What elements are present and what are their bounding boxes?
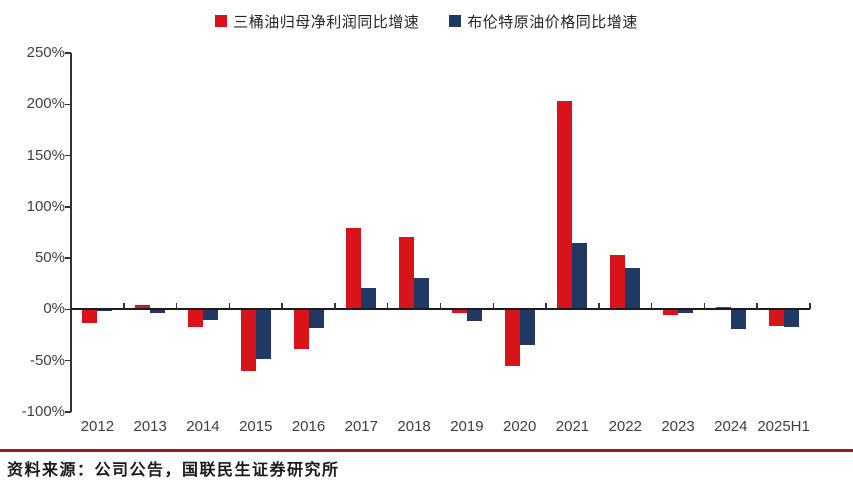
x-boundary-tick bbox=[650, 303, 653, 310]
bar-2015-series0 bbox=[240, 310, 256, 371]
x-tick-label: 2025H1 bbox=[757, 418, 810, 435]
bar-2022-series0 bbox=[610, 255, 626, 310]
x-tick-label: 2013 bbox=[133, 418, 167, 435]
legend-item-brent: 布伦特原油价格同比增速 bbox=[449, 11, 638, 32]
bar-2015-series1 bbox=[255, 310, 271, 359]
x-boundary-tick bbox=[70, 303, 72, 310]
plot-area: 250% 200% 150% 100% 50% 0% -50% -100% 2012 2013 2… bbox=[22, 44, 811, 435]
legend-swatch-blue bbox=[449, 15, 462, 27]
y-tick bbox=[65, 308, 71, 311]
bar-2024-series1 bbox=[730, 310, 746, 329]
x-tick-label: 2024 bbox=[714, 418, 748, 435]
x-tick-label: 2012 bbox=[80, 418, 115, 435]
y-tick-label: 250% bbox=[26, 44, 65, 61]
x-tick-label: 2022 bbox=[608, 418, 642, 435]
y-tick-label: -50% bbox=[29, 351, 65, 369]
x-boundary-tick bbox=[281, 303, 283, 310]
y-tick bbox=[65, 257, 71, 259]
bar-2016-series1 bbox=[308, 310, 324, 328]
bar-2019-series0 bbox=[451, 310, 467, 314]
x-boundary-tick bbox=[703, 303, 706, 310]
legend-swatch-red bbox=[215, 15, 228, 27]
x-boundary-tick bbox=[386, 303, 389, 310]
bar-2013-series1 bbox=[150, 310, 166, 314]
bar-2018-series1 bbox=[414, 277, 430, 310]
x-boundary-tick bbox=[492, 303, 495, 310]
bar-2017-series1 bbox=[361, 287, 377, 310]
x-boundary-tick bbox=[334, 303, 336, 310]
x-tick-label: 2023 bbox=[661, 418, 695, 435]
bar-2014-series0 bbox=[187, 310, 203, 327]
bar-2012-series1 bbox=[97, 310, 113, 312]
x-boundary-tick bbox=[809, 303, 811, 310]
x-boundary-tick bbox=[545, 303, 547, 310]
y-tick bbox=[65, 411, 71, 413]
x-tick-label: 2019 bbox=[450, 418, 484, 435]
legend-label-brent: 布伦特原油价格同比增速 bbox=[467, 13, 638, 31]
bar-2025H1-series1 bbox=[783, 310, 799, 327]
legend-label-net-profit: 三桶油归母净利润同比增速 bbox=[233, 13, 420, 31]
x-tick-label: 2016 bbox=[291, 418, 326, 435]
bar-2019-series1 bbox=[466, 310, 482, 321]
legend-item-net-profit: 三桶油归母净利润同比增速 bbox=[215, 11, 419, 32]
y-tick bbox=[65, 103, 71, 106]
bar-2023-series1 bbox=[678, 310, 694, 314]
bar-2021-series1 bbox=[572, 242, 588, 310]
x-boundary-tick bbox=[439, 303, 442, 310]
bar-2016-series0 bbox=[293, 310, 309, 350]
bar-2014-series1 bbox=[202, 310, 218, 320]
y-tick bbox=[65, 206, 71, 208]
bar-2023-series0 bbox=[663, 310, 679, 315]
x-tick-label: 2020 bbox=[502, 418, 537, 435]
zero-baseline bbox=[71, 308, 810, 311]
source-note: 资料来源：公司公告，国联民生证券研究所 bbox=[7, 462, 340, 479]
y-tick-label: 150% bbox=[26, 146, 65, 164]
x-tick-label: 2018 bbox=[397, 418, 431, 435]
y-tick-label: 100% bbox=[26, 197, 65, 215]
x-boundary-tick bbox=[228, 303, 231, 310]
y-tick-label: -100% bbox=[21, 403, 65, 420]
bar-2020-series1 bbox=[519, 310, 535, 346]
y-tick bbox=[65, 359, 71, 362]
x-tick-label: 2021 bbox=[555, 418, 590, 435]
y-tick bbox=[65, 52, 71, 54]
bar-2022-series1 bbox=[625, 268, 641, 310]
bar-2021-series0 bbox=[557, 101, 573, 310]
x-boundary-tick bbox=[123, 303, 125, 310]
y-tick bbox=[65, 154, 71, 157]
bar-2013-series0 bbox=[135, 305, 151, 310]
bar-2018-series0 bbox=[399, 236, 415, 310]
legend: 三桶油归母净利润同比增速 布伦特原油价格同比增速 bbox=[0, 8, 853, 34]
y-tick-label: 0% bbox=[43, 300, 65, 318]
x-boundary-tick bbox=[175, 303, 178, 310]
y-tick-label: 50% bbox=[34, 249, 65, 267]
footer-divider-line bbox=[0, 449, 853, 452]
y-tick-label: 200% bbox=[26, 95, 65, 113]
x-boundary-tick bbox=[598, 303, 600, 310]
bar-2024-series0 bbox=[715, 307, 731, 310]
bar-2025H1-series0 bbox=[768, 310, 784, 326]
x-boundary-tick bbox=[756, 303, 758, 310]
bar-2012-series0 bbox=[82, 310, 98, 323]
x-tick-label: 2015 bbox=[239, 418, 273, 435]
bar-2020-series0 bbox=[504, 310, 520, 366]
x-tick-label: 2017 bbox=[344, 418, 378, 435]
bar-2017-series0 bbox=[346, 228, 362, 310]
x-tick-label: 2014 bbox=[186, 418, 220, 435]
y-axis-line bbox=[70, 53, 72, 412]
